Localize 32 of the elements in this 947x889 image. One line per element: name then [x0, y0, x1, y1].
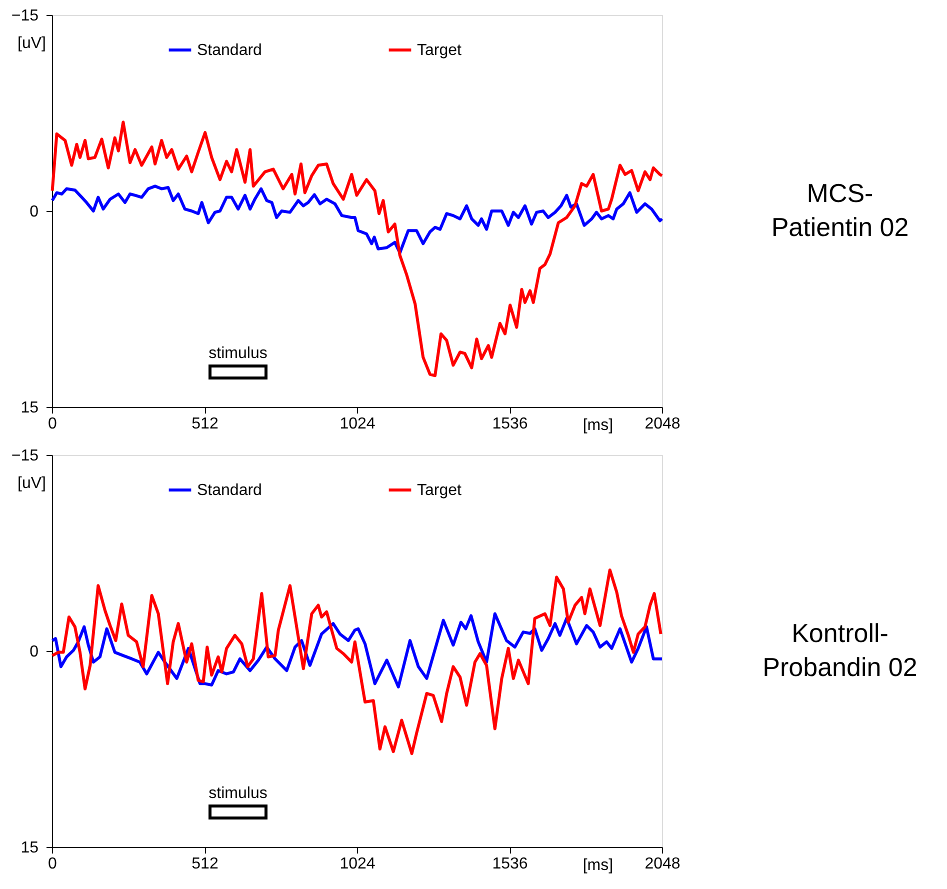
y-tick-label: 15 [20, 840, 39, 856]
legend-label: Target [417, 482, 462, 499]
x-axis-title: [ms] [582, 857, 614, 874]
y-tick-label: 0 [30, 204, 39, 220]
line-series [50, 184, 664, 254]
y-tick-label: 15 [20, 400, 39, 416]
x-tick-label: 1024 [340, 416, 376, 432]
y-tick-label: −15 [11, 448, 39, 464]
y-tick-label: −15 [11, 8, 39, 24]
legend-label: Standard [197, 482, 262, 499]
x-tick-label: 0 [48, 416, 58, 432]
x-tick-label: 1536 [492, 416, 528, 432]
annotation: stimulus [208, 345, 268, 362]
y-axis-title: [uV] [18, 475, 46, 492]
y-tick-label: 0 [30, 644, 39, 660]
x-tick-label: 1024 [340, 856, 376, 872]
x-tick-label: 512 [192, 416, 218, 432]
y-axis-title: [uV] [18, 35, 46, 52]
x-tick-label: 512 [192, 856, 218, 872]
line-series [50, 568, 662, 756]
text: Kontroll- Probandin 02 [762, 618, 918, 682]
legend-label: Target [417, 42, 462, 59]
x-tick-label: 2048 [644, 856, 680, 872]
annotation: stimulus [208, 785, 268, 802]
legend-label: Standard [197, 42, 262, 59]
x-tick-label: 1536 [492, 856, 528, 872]
x-tick-label: 2048 [644, 416, 680, 432]
line-series [50, 612, 664, 688]
text: MCS- Patientin 02 [771, 178, 909, 242]
x-tick-label: 0 [48, 856, 58, 872]
x-axis-title: [ms] [582, 417, 614, 434]
line-series [50, 120, 664, 378]
